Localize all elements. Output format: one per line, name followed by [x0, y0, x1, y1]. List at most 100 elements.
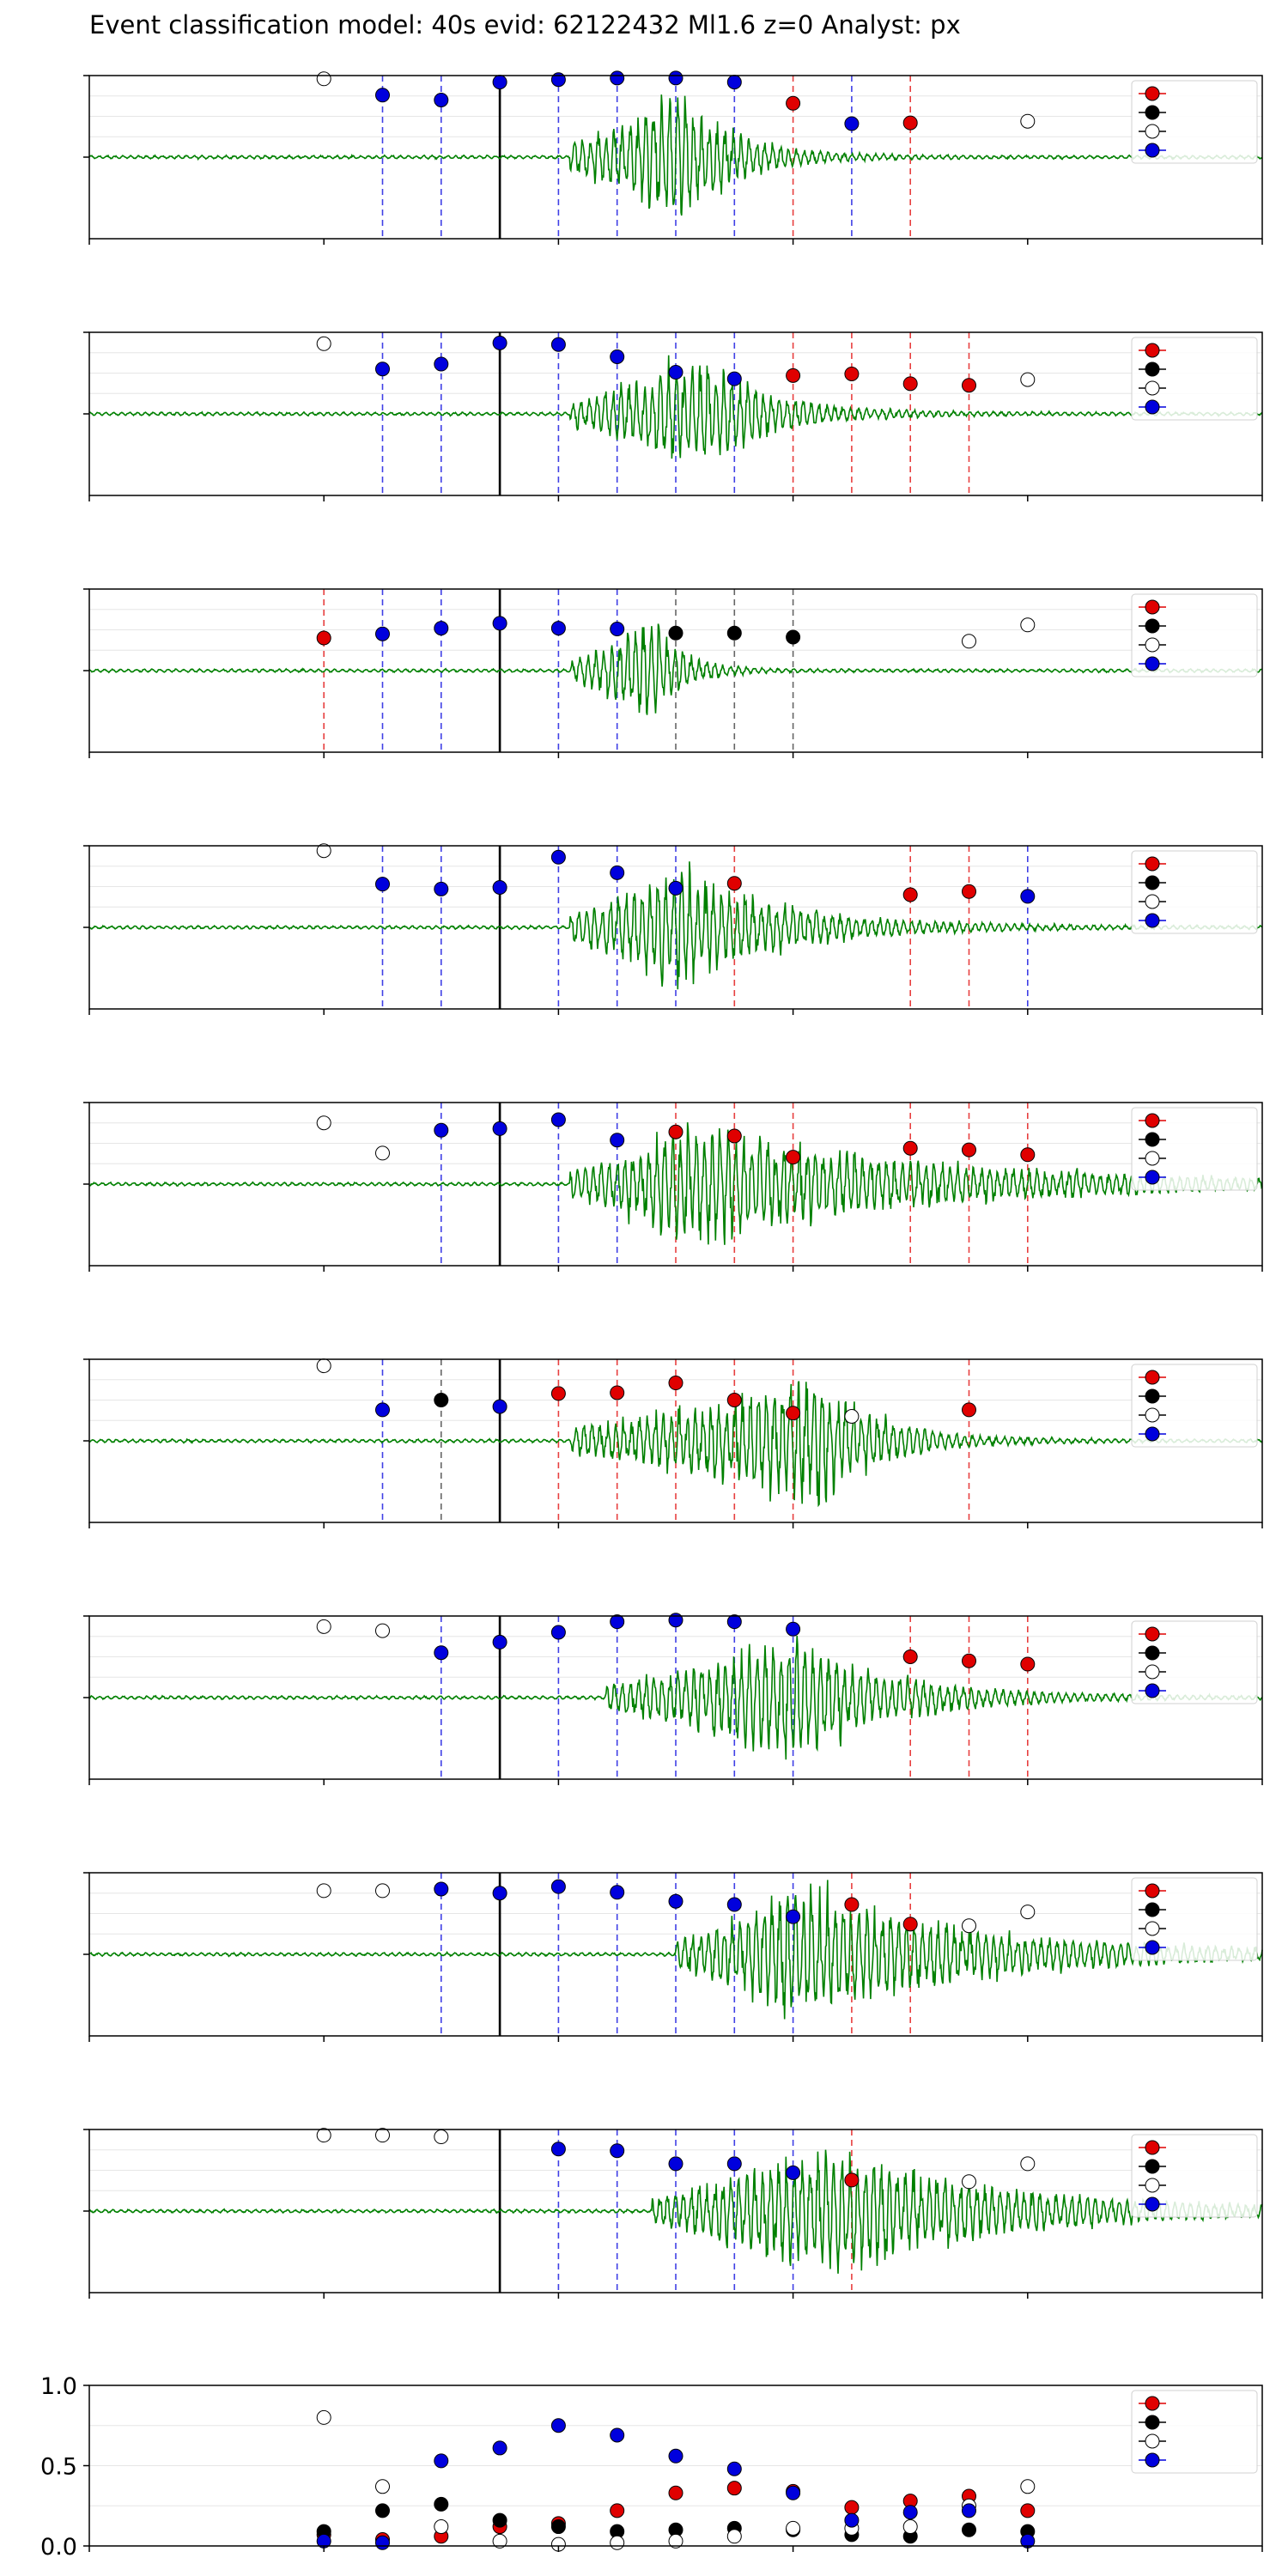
legend-marker-eq [1145, 2415, 1160, 2430]
prob-marker-no [962, 2174, 976, 2190]
legend-marker-exp [1145, 1940, 1160, 1955]
prob-marker-su [668, 1124, 683, 1139]
station-panel [83, 70, 1263, 245]
legend-box [1131, 1877, 1258, 1961]
prob-marker-no [1020, 113, 1036, 129]
legend-box [1131, 80, 1258, 164]
legend-marker-eq [1145, 875, 1160, 890]
prob-marker-su [726, 1128, 742, 1144]
legend-marker-no [1145, 1407, 1160, 1423]
prob-marker-exp [492, 1886, 507, 1901]
station-panel [83, 588, 1263, 758]
legend-box [1131, 1620, 1258, 1704]
legend-marker-su [1145, 1883, 1160, 1899]
prob-marker-no [375, 2128, 390, 2143]
prob-marker-no [316, 71, 331, 87]
prob-marker-su [726, 1393, 742, 1407]
legend-marker-su [1145, 86, 1160, 101]
mean-prob-marker-su [1020, 2503, 1036, 2518]
legend-marker-su [1145, 1626, 1160, 1642]
legend-marker-eq [1145, 105, 1160, 120]
prob-marker-exp [375, 877, 390, 892]
mean-prob-marker-eq [962, 2522, 976, 2537]
legend-marker-eq [1145, 361, 1160, 377]
prob-marker-exp [550, 1879, 566, 1894]
legend-marker-exp [1145, 2196, 1160, 2212]
prob-marker-no [844, 1409, 860, 1424]
prob-marker-su [902, 1649, 918, 1664]
station-panel [83, 843, 1263, 1015]
station-panel [83, 2128, 1263, 2299]
prob-marker-exp [492, 616, 507, 631]
prob-marker-no [316, 843, 331, 859]
prob-marker-no [316, 1358, 331, 1374]
prob-marker-exp [786, 1909, 801, 1924]
legend-marker-no [1145, 894, 1160, 909]
prob-marker-exp [375, 1402, 390, 1418]
prob-marker-exp [726, 2156, 742, 2172]
prob-marker-exp [434, 1645, 449, 1661]
prob-marker-exp [550, 337, 566, 352]
prob-marker-exp [434, 93, 449, 107]
prob-marker-su [962, 1142, 976, 1157]
prob-marker-exp [550, 1625, 566, 1640]
legend-marker-no [1145, 380, 1160, 396]
prob-marker-su [902, 1140, 918, 1156]
prob-marker-exp [434, 1881, 449, 1897]
prob-marker-eq [786, 629, 801, 645]
prob-marker-exp [610, 865, 625, 880]
mean-prob-marker-exp [844, 2512, 860, 2528]
prob-marker-su [726, 876, 742, 891]
prob-marker-exp [434, 881, 449, 896]
mean-prob-marker-no [1020, 2479, 1036, 2494]
panels: 0.0 0.5 1.0 [40, 70, 1263, 2561]
waveform-trace [88, 861, 1263, 990]
prob-marker-eq [668, 625, 683, 641]
legend-marker-su [1145, 599, 1160, 615]
mean-prob-marker-exp [375, 2535, 390, 2550]
prob-marker-su [844, 2172, 860, 2188]
legend-marker-exp [1145, 656, 1160, 671]
prob-marker-su [1020, 1147, 1036, 1163]
mean-prob-marker-exp [962, 2503, 976, 2518]
prob-marker-exp [492, 1121, 507, 1136]
prob-marker-exp [726, 1614, 742, 1630]
mean-prob-marker-exp [726, 2461, 742, 2476]
prob-marker-exp [1020, 889, 1036, 904]
waveform-trace [88, 1381, 1263, 1508]
mean-prob-marker-su [668, 2485, 683, 2500]
prob-marker-exp [375, 361, 390, 377]
prob-marker-no [434, 2129, 449, 2145]
prob-marker-exp [434, 621, 449, 636]
prob-marker-exp [668, 880, 683, 896]
mean-prob-marker-eq [492, 2512, 507, 2528]
mean-prob-marker-exp [902, 2505, 918, 2520]
waveform-trace [88, 623, 1263, 715]
station-panel [83, 1872, 1263, 2042]
legend-box [1131, 337, 1258, 421]
prob-marker-exp [375, 626, 390, 641]
prob-marker-no [962, 634, 976, 649]
prob-marker-exp [668, 70, 683, 86]
legend-marker-no [1145, 1151, 1160, 1166]
prob-marker-exp [610, 2143, 625, 2159]
summary-panel: 0.0 0.5 1.0 [40, 2373, 1263, 2561]
prob-marker-exp [610, 349, 625, 364]
prob-marker-exp [786, 1621, 801, 1637]
mean-prob-marker-exp [434, 2453, 449, 2469]
legend-marker-su [1145, 2396, 1160, 2411]
mean-prob-marker-eq [375, 2503, 390, 2518]
prob-marker-no [375, 1883, 390, 1899]
legend-marker-eq [1145, 1645, 1160, 1661]
legend-box [1131, 850, 1258, 934]
prob-marker-no [375, 1145, 390, 1161]
prob-marker-su [786, 368, 801, 383]
mean-prob-marker-no [902, 2519, 918, 2535]
legend-marker-no [1145, 2178, 1160, 2193]
prob-marker-su [902, 376, 918, 392]
legend-box [1131, 2390, 1258, 2474]
prob-marker-su [786, 1150, 801, 1165]
prob-marker-exp [492, 1634, 507, 1649]
prob-marker-exp [668, 2156, 683, 2172]
prob-marker-exp [550, 1112, 566, 1127]
